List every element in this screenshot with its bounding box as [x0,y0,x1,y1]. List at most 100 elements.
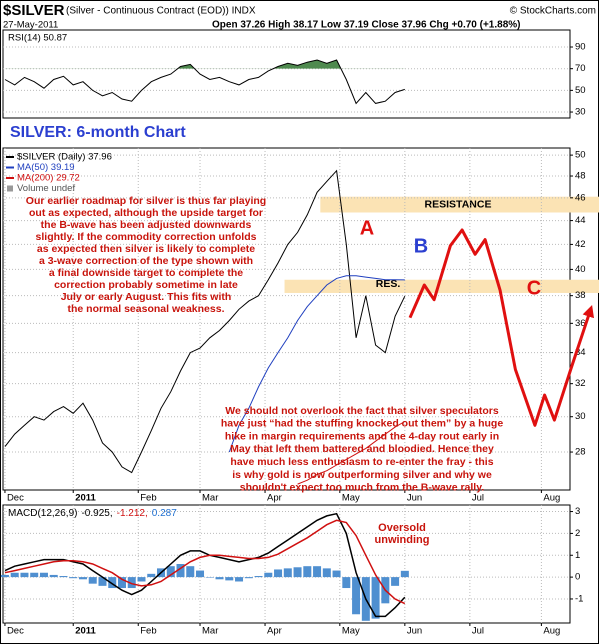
x-tick-label: Dec [7,493,24,504]
series-line [228,275,405,453]
histogram-bar [400,570,409,578]
histogram-bar [332,570,341,578]
y-tick-label: -1 [575,593,583,604]
credit: © StockCharts.com [510,6,596,17]
annotation-text: out as expected, although the upside tar… [29,207,263,219]
wave-label: B [414,235,428,257]
histogram-bar [322,568,331,578]
histogram-bar [205,577,214,578]
y-tick-label: 44 [575,215,586,226]
y-tick-label: 3 [575,506,580,517]
resistance-band [320,196,599,213]
y-tick-label: 50 [575,150,586,161]
y-tick-label: 0 [575,572,580,583]
label-part: -1.212, [117,508,148,519]
x-tick-label: Mar [202,493,218,504]
histogram-bar [59,576,68,578]
histogram-bar [137,577,146,582]
x-tick-label: May [342,493,360,504]
annotation-text: slightly. If the commodity correction un… [36,231,257,243]
histogram-bar [391,577,400,586]
x-tick-label: Apr [267,493,282,504]
histogram-bar [342,577,351,589]
y-tick-label: 34 [575,347,586,358]
histogram-bar [313,566,322,578]
x-tick-label: Feb [140,493,156,504]
annotation-text: have much less enthusiasm to re-enter th… [230,456,493,468]
annotation-text: shouldn't expect too much from the B-wav… [240,482,485,494]
legend-label: Volume undef [17,183,75,194]
legend-swatch [7,185,13,192]
annotation-text: a 3-wave correction of the type shown wi… [39,255,253,267]
x-tick-label: Jul [472,626,484,637]
x-tick-label: Feb [140,626,156,637]
series-line [4,59,405,105]
histogram-bar [69,577,78,579]
x-tick-label: 2011 [75,493,96,504]
series-line [4,519,406,605]
histogram-bar [108,577,117,589]
histogram-bar [186,566,195,578]
x-tick-label: Jun [407,626,422,637]
histogram-bar [254,576,263,578]
annotation-text: the normal seasonal weakness. [68,303,225,315]
y-tick-label: 30 [575,411,586,422]
annotation-text: May that left them battered and bloodied… [230,443,494,455]
description: (Silver - Continuous Contract (EOD)) IND… [66,6,256,17]
y-tick-label: 46 [575,192,586,203]
histogram-bar [352,577,361,615]
x-tick-label: Dec [7,626,24,637]
histogram-bar [0,574,9,578]
legend-label: $SILVER (Daily) 37.96 [17,152,112,163]
histogram-bar [117,577,126,589]
overbought-fill [177,60,341,69]
x-tick-label: Aug [543,626,560,637]
y-tick-label: 1 [575,550,580,561]
y-tick-label: 28 [575,447,586,458]
histogram-bar [244,577,253,579]
histogram-bar [20,572,29,578]
quote: Open 37.26 High 38.17 Low 37.19 Close 37… [212,20,520,31]
wave-label: A [360,217,374,239]
x-tick-label: Jun [407,493,422,504]
x-tick-label: May [342,626,360,637]
series-line [4,169,406,474]
histogram-bar [10,572,19,578]
x-tick-label: Jul [472,493,484,504]
resistance-band [284,279,599,293]
histogram-bar [147,573,156,578]
band-label: RES. [376,278,401,290]
histogram-bar [39,572,48,578]
panel [2,504,571,624]
histogram-bar [88,577,97,584]
histogram-bar [371,577,380,619]
annotation-text: Oversold [378,522,426,534]
histogram-bar [235,577,244,582]
y-tick-label: 38 [575,290,586,301]
histogram-bar [127,577,136,589]
histogram-bar [293,567,302,578]
annotation-text: unwinding [375,534,430,546]
histogram-bar [176,564,185,578]
histogram-bar [196,570,205,578]
y-tick-label: 36 [575,318,586,329]
date: 27-May-2011 [3,20,58,31]
histogram-bar [264,572,273,578]
band-label: RESISTANCE [425,198,492,210]
wave-label: C [527,277,541,299]
projection-line [408,228,595,427]
y-tick-label: 42 [575,239,586,250]
y-tick-label: 40 [575,264,586,275]
chart-title: SILVER: 6-month Chart [10,124,186,141]
legend-label: RSI(14) 50.87 [8,33,67,44]
symbol: $SILVER [3,2,65,19]
legend-label: MA(200) 29.72 [17,173,80,184]
panel-label: MACD(12,26,9) -0.925, -1.212, 0.287 [8,508,177,519]
panel [2,29,571,119]
y-tick-label: 32 [575,378,586,389]
x-tick-label: Apr [267,626,282,637]
legend-label: MA(50) 39.19 [17,162,75,173]
x-tick-label: Mar [202,626,218,637]
